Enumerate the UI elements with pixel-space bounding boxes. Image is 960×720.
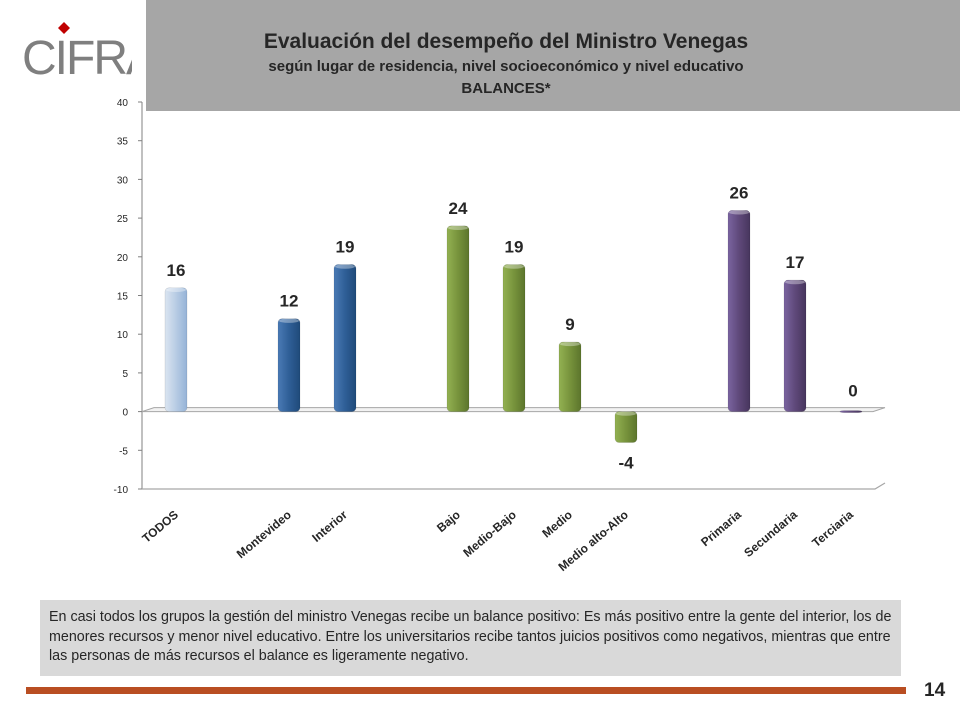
cifra-logo: CIFRA: [22, 22, 132, 82]
y-tick-label: 25: [117, 214, 129, 225]
data-label: 17: [786, 253, 805, 272]
logo-text: CIFRA: [22, 32, 132, 82]
x-axis-floor: [142, 482, 886, 490]
logo-diamond-icon: [58, 22, 70, 34]
bar-secundaria: [783, 279, 807, 412]
data-label: 26: [730, 183, 749, 202]
commentary-box: En casi todos los grupos la gestión del …: [40, 600, 901, 676]
x-category-label: Medio-Bajo: [460, 508, 519, 560]
y-tick-label: 10: [117, 330, 129, 341]
bar-medio: [558, 341, 582, 412]
x-category-label: Montevideo: [234, 508, 294, 562]
data-label: 19: [505, 238, 524, 257]
y-tick-label: 15: [117, 292, 129, 303]
bar-bajo: [446, 225, 470, 412]
y-tick-label: -10: [114, 485, 129, 496]
data-label: 12: [280, 292, 299, 311]
x-category-label: Terciaria: [809, 507, 856, 550]
y-tick-label: 0: [122, 408, 128, 419]
chart-subtitle: según lugar de residencia, nivel socioec…: [268, 58, 744, 75]
page-number: 14: [924, 680, 946, 701]
data-label: -4: [618, 454, 634, 473]
y-tick-label: 20: [117, 253, 129, 264]
footer-divider: [26, 687, 906, 694]
bar-chart: 40 35 30 25 20 15 10 5 0 -5 -10 16 TODOS 12 Montevide…: [114, 98, 886, 574]
x-category-label: TODOS: [139, 508, 181, 546]
y-tick-label: 40: [117, 98, 129, 109]
bar-terciaria: [839, 410, 863, 413]
bar-medio-bajo: [502, 264, 526, 412]
chart-subtitle-2: BALANCES*: [461, 80, 551, 97]
bar-primaria: [727, 210, 751, 412]
y-tick-label: 35: [117, 137, 129, 148]
bar-montevideo: [277, 318, 301, 412]
bar-todos: [164, 287, 188, 412]
x-category-label: Secundaria: [741, 507, 800, 560]
y-tick-label: 5: [122, 369, 128, 380]
x-category-label: Primaria: [698, 507, 744, 549]
x-category-label: Interior: [309, 507, 350, 545]
y-tick-label: 30: [117, 175, 129, 186]
bar-interior: [333, 264, 357, 412]
data-label: 16: [167, 261, 186, 280]
y-tick-label: -5: [119, 446, 128, 457]
x-category-label: Bajo: [434, 508, 463, 535]
data-label: 9: [565, 315, 574, 334]
bar-medio-alto-alto: [614, 411, 638, 443]
data-label: 19: [336, 238, 355, 257]
chart-title: Evaluación del desempeño del Ministro Ve…: [263, 30, 749, 53]
data-label: 0: [848, 382, 857, 401]
data-label: 24: [449, 199, 468, 218]
x-category-label: Medio: [539, 508, 575, 541]
header-band: [146, 0, 960, 111]
